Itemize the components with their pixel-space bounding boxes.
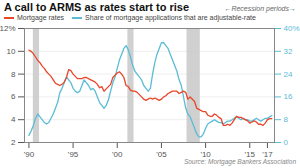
html-text:←Recession periods→: ←Recession periods→ <box>224 5 296 12</box>
svg-text:10: 10 <box>7 47 16 56</box>
svg-text:16: 16 <box>284 92 293 101</box>
svg-text:40%: 40% <box>284 24 300 33</box>
svg-text:6: 6 <box>11 92 16 101</box>
html-text:Mortgage rates: Mortgage rates <box>17 14 65 21</box>
html-text:Share of mortgage applications: Share of mortgage applications that are … <box>85 14 256 21</box>
svg-text:'95: '95 <box>68 150 79 158</box>
svg-text:32: 32 <box>284 47 293 56</box>
svg-text:'00: '00 <box>112 150 123 158</box>
svg-text:'90: '90 <box>24 150 35 158</box>
svg-text:0: 0 <box>284 138 289 147</box>
svg-text:'05: '05 <box>156 150 167 158</box>
svg-text:'17: '17 <box>262 150 273 158</box>
html-text:A call to ARMS as rates start: A call to ARMS as rates start to rise <box>4 1 189 13</box>
svg-text:4: 4 <box>11 115 16 124</box>
svg-text:'15: '15 <box>245 150 256 158</box>
svg-text:2: 2 <box>11 138 16 147</box>
svg-text:12%: 12% <box>0 24 16 33</box>
html-text:Source: Mortgage Bankers Assoc: Source: Mortgage Bankers Association <box>183 158 296 165</box>
svg-text:24: 24 <box>284 70 293 79</box>
svg-text:'10: '10 <box>200 150 211 158</box>
svg-text:8: 8 <box>284 115 289 124</box>
svg-text:8: 8 <box>11 70 16 79</box>
